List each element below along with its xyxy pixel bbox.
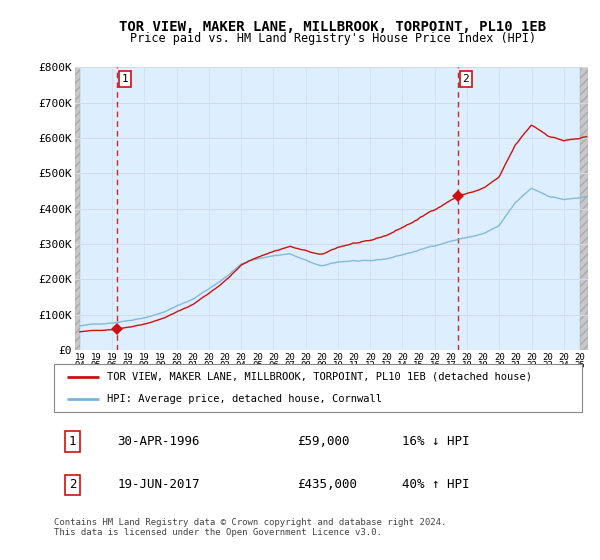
Text: 2: 2: [69, 478, 76, 492]
Text: Contains HM Land Registry data © Crown copyright and database right 2024.
This d: Contains HM Land Registry data © Crown c…: [54, 518, 446, 538]
Text: TOR VIEW, MAKER LANE, MILLBROOK, TORPOINT, PL10 1EB: TOR VIEW, MAKER LANE, MILLBROOK, TORPOIN…: [119, 20, 547, 34]
FancyBboxPatch shape: [54, 364, 582, 412]
Text: 1: 1: [121, 74, 128, 84]
Text: TOR VIEW, MAKER LANE, MILLBROOK, TORPOINT, PL10 1EB (detached house): TOR VIEW, MAKER LANE, MILLBROOK, TORPOIN…: [107, 372, 532, 382]
Text: 30-APR-1996: 30-APR-1996: [118, 435, 200, 448]
Text: 2: 2: [463, 74, 469, 84]
Text: 1: 1: [69, 435, 76, 448]
Text: £435,000: £435,000: [297, 478, 357, 492]
Text: £59,000: £59,000: [297, 435, 349, 448]
Text: Price paid vs. HM Land Registry's House Price Index (HPI): Price paid vs. HM Land Registry's House …: [130, 32, 536, 45]
Text: 40% ↑ HPI: 40% ↑ HPI: [403, 478, 470, 492]
Text: 19-JUN-2017: 19-JUN-2017: [118, 478, 200, 492]
Text: 16% ↓ HPI: 16% ↓ HPI: [403, 435, 470, 448]
Text: HPI: Average price, detached house, Cornwall: HPI: Average price, detached house, Corn…: [107, 394, 382, 404]
